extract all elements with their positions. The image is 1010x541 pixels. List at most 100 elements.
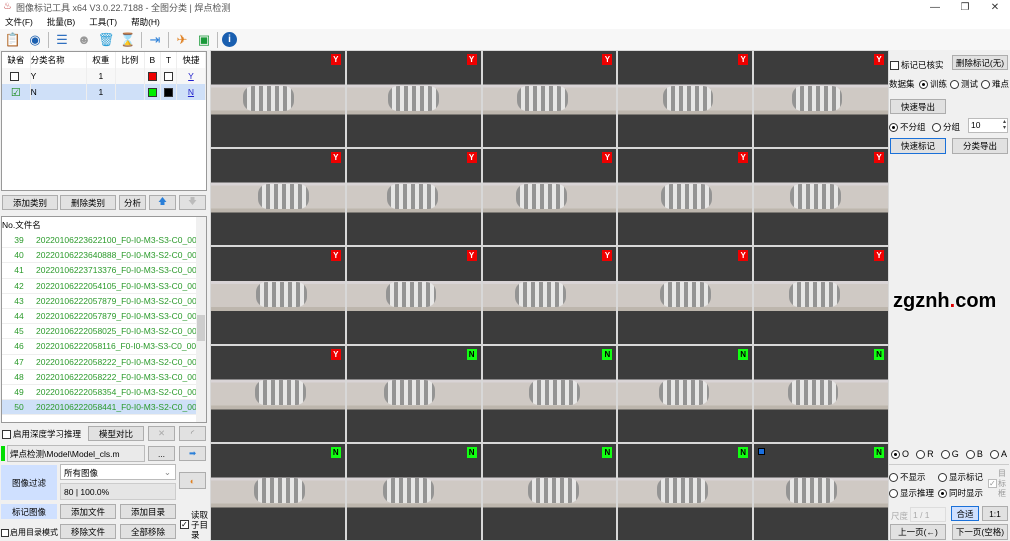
border-color-swatch[interactable] (147, 88, 157, 98)
verified-checkbox[interactable]: 标记已核实 (890, 59, 944, 71)
export-icon[interactable]: ⇥ (149, 31, 161, 47)
image-tile[interactable]: N (754, 443, 888, 540)
display-inference-radio[interactable]: 显示推理 (889, 487, 934, 499)
image-tile[interactable]: Y (211, 149, 345, 246)
image-filter-select[interactable]: 所有图像 ⌄ (60, 464, 176, 480)
class-export-button[interactable]: 分类导出 (952, 138, 1008, 154)
menu-file[interactable]: 文件(F) (5, 17, 33, 27)
add-file-button[interactable]: 添加文件 (60, 504, 116, 519)
file-list-row[interactable]: 41 20220106223713376_F0-I0-M3-S3-C0_00 (2, 263, 196, 279)
image-tile[interactable]: Y (754, 247, 888, 344)
image-tile[interactable]: N (346, 345, 481, 442)
image-tile[interactable]: Y (754, 149, 888, 246)
file-list-row[interactable]: 39 20220106223622100_F0-I0-M3-S3-C0_00 (2, 233, 196, 249)
file-list-scrollbar[interactable] (196, 217, 206, 422)
spinner-icon[interactable]: ◜ (179, 426, 206, 441)
model-compare-button[interactable]: 模型对比 (88, 426, 144, 441)
cycle-icon[interactable]: ▣ (197, 31, 211, 47)
file-list-row[interactable]: 49 20220106222058354_F0-I0-M3-S2-C0_00 (2, 385, 196, 401)
image-tile[interactable]: Y (618, 51, 753, 148)
channel-b-radio[interactable]: B (965, 449, 983, 460)
menu-batch[interactable]: 批量(B) (46, 17, 76, 27)
add-class-button[interactable]: 添加类别 (2, 195, 58, 210)
image-tile[interactable]: Y (346, 149, 481, 246)
file-list-row[interactable]: 42 20220106222054105_F0-I0-M3-S3-C0_00 (2, 279, 196, 294)
no-group-radio[interactable]: 不分组 (889, 121, 926, 133)
target-box-checkbox[interactable]: ✓ 目标框 (988, 469, 1006, 498)
add-directory-button[interactable]: 添加目录 (120, 504, 176, 519)
trash-icon[interactable]: 🗑 (97, 31, 115, 47)
image-tile[interactable]: N (754, 345, 888, 442)
clipboard-icon[interactable]: 📋 (4, 31, 22, 47)
menu-tools[interactable]: 工具(T) (89, 17, 118, 27)
image-tile[interactable]: Y (482, 247, 617, 344)
class-row[interactable]: Y 1 Y (2, 68, 207, 84)
group-radio[interactable]: 分组 (932, 121, 960, 133)
image-tile[interactable]: Y (346, 247, 481, 344)
channel-o-radio[interactable]: O (891, 449, 909, 460)
image-tile[interactable]: N (346, 443, 481, 540)
text-color-swatch[interactable] (163, 72, 173, 82)
browse-model-button[interactable]: ... (148, 446, 175, 461)
image-tile[interactable]: N (482, 443, 617, 540)
file-list-row[interactable]: 45 20220106222058025_F0-I0-M3-S2-C0_00 (2, 324, 196, 340)
scale-select[interactable]: 1 / 1 (910, 507, 946, 522)
minimize-button[interactable]: — (930, 2, 940, 13)
next-page-button[interactable]: 下一页(空格) (952, 524, 1008, 540)
class-shortcut[interactable]: Y (176, 68, 207, 84)
move-down-button[interactable]: 🡇 (179, 195, 206, 210)
display-none-radio[interactable]: 不显示 (889, 471, 926, 483)
image-tile[interactable]: Y (211, 247, 345, 344)
cancel-icon[interactable]: ✕ (148, 426, 175, 441)
file-list-row[interactable]: 50 20220106222058441_F0-I0-M3-S2-C0_00 (2, 400, 196, 416)
image-tile[interactable]: Y (211, 51, 345, 148)
text-color-swatch[interactable] (163, 88, 173, 98)
quick-mark-button[interactable]: 快速标记 (890, 138, 946, 154)
display-marks-radio[interactable]: 显示标记 (938, 471, 983, 483)
channel-g-radio[interactable]: G (940, 449, 959, 460)
dataset-hard-radio[interactable]: 难点 (981, 78, 1009, 90)
file-list-row[interactable]: 44 20220106222057879_F0-I0-M3-S3-C0_00 (2, 309, 196, 325)
delete-marks-button[interactable]: 删除标记(无) (952, 55, 1008, 70)
image-tile[interactable]: N (211, 443, 345, 540)
image-tile[interactable]: Y (482, 149, 617, 246)
image-tile[interactable]: Y (482, 51, 617, 148)
image-tile[interactable]: Y (754, 51, 888, 148)
image-tile[interactable]: Y (618, 247, 753, 344)
dataset-test-radio[interactable]: 测试 (950, 78, 978, 90)
group-count-stepper[interactable]: 10 ▴ ▾ (968, 118, 1008, 133)
load-model-arrow-icon[interactable]: ➡ (179, 446, 206, 461)
remove-all-button[interactable]: 全部移除 (120, 524, 176, 539)
image-tile[interactable]: Y (211, 345, 345, 442)
directory-mode-checkbox[interactable]: 启用目录模式 (1, 527, 58, 538)
image-tile[interactable]: N (618, 345, 753, 442)
dataset-train-radio[interactable]: 训练 (919, 78, 947, 90)
list-icon[interactable]: ☰ (56, 31, 68, 47)
read-subdir-checkbox[interactable]: ✓ 读取子目录 (180, 510, 209, 540)
class-row[interactable]: ☑ N 1 N (2, 84, 207, 100)
enable-inference-checkbox[interactable]: 启用深度学习推理 (2, 428, 81, 440)
mark-images-button[interactable]: 标记图像 (1, 504, 57, 519)
image-tile[interactable]: Y (618, 149, 753, 246)
file-list-row[interactable]: 40 20220106223640888_F0-I0-M3-S2-C0_00 (2, 248, 196, 264)
display-both-radio[interactable]: 同时显示 (938, 487, 983, 499)
info-icon[interactable]: i (222, 32, 237, 47)
default-checkbox[interactable] (10, 72, 20, 82)
run-icon[interactable]: ✈ (176, 31, 188, 47)
file-list-row[interactable]: 46 20220106222058116_F0-I0-M3-S3-C0_00 (2, 339, 196, 355)
refresh-filter-icon[interactable]: ◐ (179, 472, 206, 489)
move-up-button[interactable]: 🡅 (149, 195, 176, 210)
file-list-row[interactable]: 48 20220106222058222_F0-I0-M3-S3-C0_00 (2, 370, 196, 385)
remove-file-button[interactable]: 移除文件 (60, 524, 116, 539)
default-check-icon[interactable]: ☑ (2, 84, 31, 100)
analyze-button[interactable]: 分析 (119, 195, 146, 210)
file-list-row[interactable]: 47 20220106222058222_F0-I0-M3-S2-C0_00 (2, 355, 196, 370)
border-color-swatch[interactable] (147, 72, 157, 82)
one-to-one-button[interactable]: 1:1 (982, 506, 1008, 521)
scrollbar-thumb[interactable] (197, 315, 205, 341)
prev-page-button[interactable]: 上一页(←) (890, 524, 946, 540)
delete-class-button[interactable]: 删除类别 (60, 195, 116, 210)
file-list-row[interactable]: 43 20220106222057879_F0-I0-M3-S2-C0_00 (2, 294, 196, 309)
image-tile[interactable]: N (618, 443, 753, 540)
image-tile[interactable]: Y (346, 51, 481, 148)
